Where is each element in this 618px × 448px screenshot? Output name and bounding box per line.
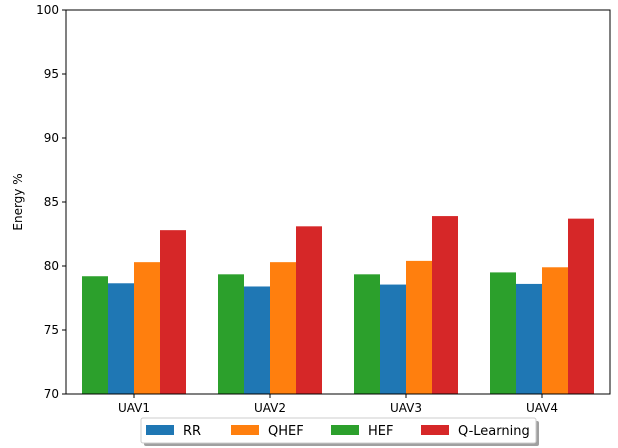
bar-q-learning-uav3 (432, 216, 458, 394)
bar-qhef-uav3 (406, 260, 432, 394)
y-tick-label: 85 (44, 195, 59, 209)
y-tick-label: 90 (44, 131, 59, 145)
legend-label: QHEF (268, 424, 304, 439)
x-tick-label: UAV4 (526, 401, 558, 415)
bar-rr-uav3 (380, 284, 406, 394)
bar-rr-uav1 (108, 283, 134, 394)
legend-swatch (231, 425, 259, 435)
legend-swatch (331, 425, 359, 435)
bar-qhef-uav4 (542, 267, 568, 394)
legend: RR QHEF HEF Q-Learning (140, 417, 539, 446)
legend-swatch (421, 425, 449, 435)
y-tick-label: 70 (44, 387, 59, 401)
bar-q-learning-uav2 (296, 226, 322, 394)
bar-rr-uav4 (516, 283, 542, 394)
x-tick-label: UAV2 (254, 401, 286, 415)
bar-qhef-uav1 (134, 262, 160, 394)
legend-label: HEF (368, 424, 393, 439)
bar-q-learning-uav4 (568, 218, 594, 394)
bar-qhef-uav2 (270, 262, 296, 394)
y-axis: 70 75 80 85 90 95 100 (36, 3, 66, 401)
bar-hef-uav3 (354, 274, 380, 394)
x-axis: UAV1 UAV2 UAV3 UAV4 (118, 394, 558, 415)
legend-label: RR (183, 424, 201, 439)
legend-swatch (146, 425, 174, 435)
x-tick-label: UAV1 (118, 401, 150, 415)
y-tick-label: 80 (44, 259, 59, 273)
y-tick-label: 95 (44, 67, 59, 81)
bar-hef-uav1 (82, 276, 108, 394)
y-tick-label: 100 (36, 3, 59, 17)
bar-hef-uav2 (218, 274, 244, 394)
legend-label: Q-Learning (458, 424, 530, 439)
bars-group (82, 216, 594, 394)
x-tick-label: UAV3 (390, 401, 422, 415)
bar-q-learning-uav1 (160, 230, 186, 394)
bar-rr-uav2 (244, 286, 270, 394)
y-tick-label: 75 (44, 323, 59, 337)
y-axis-label: Energy % (11, 173, 25, 230)
bar-hef-uav4 (490, 272, 516, 394)
